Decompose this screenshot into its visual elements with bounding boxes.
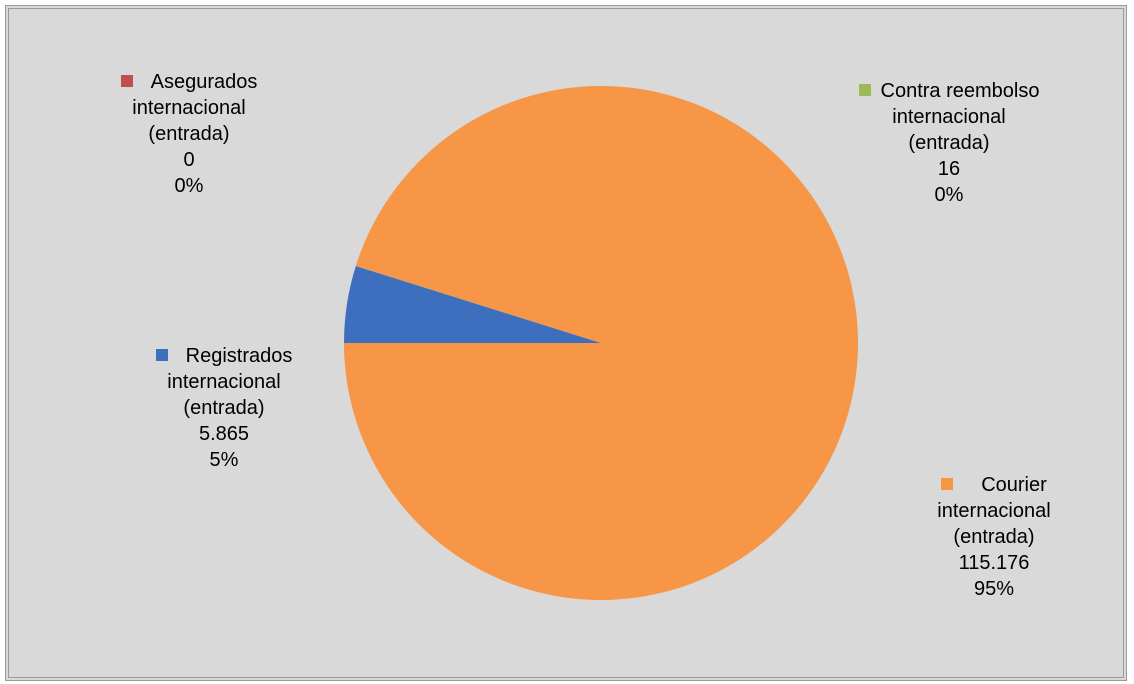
chart-area: Registrados internacional (entrada) 5.86…: [5, 5, 1127, 681]
label-registrados-line2: internacional: [167, 371, 281, 393]
legend-swatch-registrados: [155, 349, 168, 361]
label-courier-line1: Courier: [981, 474, 1047, 496]
pie-slice-courier: [344, 86, 859, 600]
percent-registrados: 5%: [209, 449, 239, 471]
label-registrados-line3: (entrada): [183, 397, 265, 419]
label-asegurados-line1: Asegurados: [150, 71, 258, 93]
label-contra-reembolso-line1: Contra reembolso: [880, 80, 1040, 102]
label-asegurados: Asegurados internacional (entrada) 0 0%: [69, 69, 309, 199]
label-courier: Courier internacional (entrada) 115.176 …: [874, 472, 1114, 602]
legend-swatch-asegurados: [120, 75, 133, 87]
label-contra-reembolso: Contra reembolso internacional (entrada)…: [829, 78, 1069, 208]
value-courier: 115.176: [958, 552, 1030, 574]
pie-slice-registrados: [344, 265, 601, 343]
label-asegurados-line2: internacional: [132, 97, 246, 119]
label-courier-line3: (entrada): [953, 526, 1035, 548]
pie-slice-contra-reembolso: [355, 265, 601, 343]
label-asegurados-line3: (entrada): [148, 123, 230, 145]
label-contra-reembolso-line3: (entrada): [908, 132, 990, 154]
legend-swatch-courier: [941, 478, 954, 490]
pie-chart: [344, 86, 859, 600]
label-registrados: Registrados internacional (entrada) 5.86…: [104, 343, 344, 473]
percent-contra-reembolso: 0%: [934, 184, 964, 206]
percent-courier: 95%: [973, 578, 1015, 600]
value-registrados: 5.865: [198, 423, 250, 445]
label-registrados-line1: Registrados: [185, 345, 293, 367]
value-contra-reembolso: 16: [937, 158, 961, 180]
legend-swatch-contra-reembolso: [858, 84, 871, 96]
label-contra-reembolso-line2: internacional: [892, 106, 1006, 128]
value-asegurados: 0: [183, 149, 195, 171]
percent-asegurados: 0%: [174, 175, 204, 197]
label-courier-line2: internacional: [937, 500, 1051, 522]
